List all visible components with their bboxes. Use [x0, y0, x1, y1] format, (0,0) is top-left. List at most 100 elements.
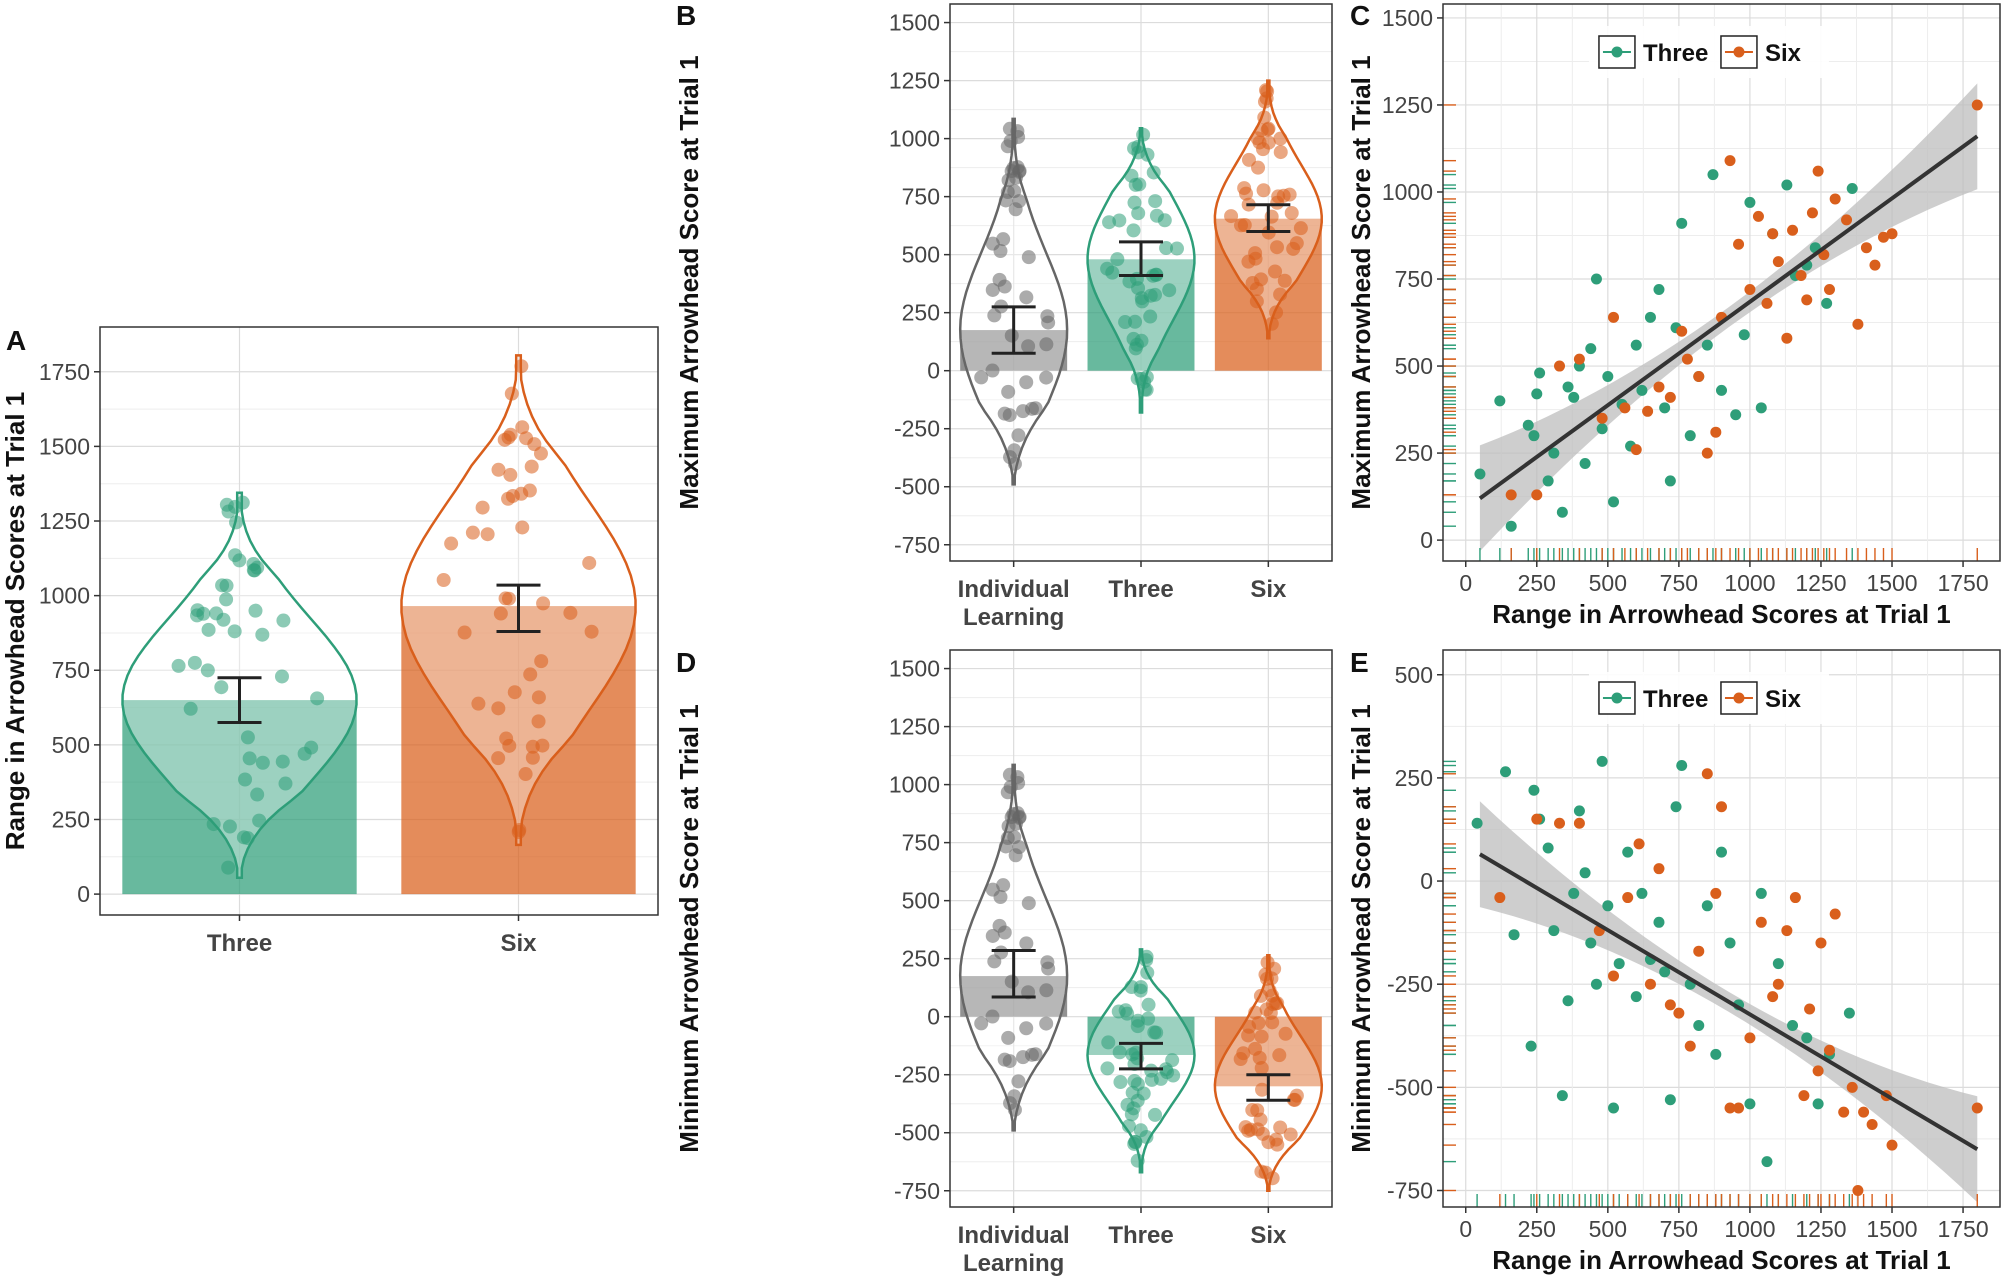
data-point [1273, 131, 1288, 146]
y-axis-title: Minimum Arrowhead Score at Trial 1 [1346, 704, 1376, 1152]
data-point [1021, 250, 1036, 265]
data-point [436, 572, 451, 587]
plot-border [949, 3, 1333, 562]
data-point [221, 860, 236, 875]
data-point [1273, 287, 1288, 302]
scatter-point-three [1568, 391, 1580, 403]
data-point [1169, 241, 1184, 256]
data-point [215, 578, 230, 593]
scatter-point-three [1590, 978, 1602, 990]
x-tick-label: 750 [1660, 570, 1698, 596]
data-point [1011, 428, 1026, 443]
data-point [987, 954, 1002, 969]
data-point [985, 363, 1000, 378]
data-point [1248, 1005, 1263, 1020]
y-axis-title: Minimum Arrowhead Score at Trial 1 [674, 704, 704, 1152]
y-tick-label: -750 [894, 532, 940, 558]
scatter-point-three [1500, 766, 1512, 778]
scatter-point-three [1846, 183, 1858, 195]
legend-key-point [1733, 46, 1745, 58]
scatter-point-six [1798, 1090, 1810, 1102]
data-point [1130, 337, 1145, 352]
scatter-point-three [1636, 887, 1648, 899]
data-point [1264, 209, 1279, 224]
legend-label-three: Three [1643, 40, 1708, 67]
data-point [1001, 384, 1016, 399]
data-point [533, 446, 548, 461]
scatter-point-three [1659, 402, 1671, 414]
x-tick-label: Individual [958, 1222, 1070, 1249]
y-tick-label: 1750 [39, 359, 90, 385]
x-tick-label: 1250 [1795, 1216, 1846, 1242]
scatter-point-six [1772, 256, 1784, 268]
scatter-point-three [1522, 419, 1534, 431]
scatter-point-three [1730, 409, 1742, 421]
y-tick-label: 500 [52, 732, 90, 758]
data-point [229, 515, 244, 530]
data-point [242, 751, 257, 766]
data-point [1254, 1029, 1269, 1044]
bar-three [122, 700, 357, 895]
data-point [1001, 1030, 1016, 1045]
scatter-point-three [1636, 384, 1648, 396]
scatter-point-three [1548, 447, 1560, 459]
data-point [1148, 194, 1163, 209]
panel-label-e: E [1350, 647, 1369, 678]
y-tick-label: 500 [902, 888, 940, 914]
panel-c: 0 250 500 750 1000 1250 1500 0 250 500 750 1000 1250… [1346, 3, 2001, 629]
data-point [1268, 264, 1283, 279]
data-point [201, 622, 216, 637]
data-point [222, 819, 237, 834]
scatter-point-six [1573, 817, 1585, 829]
data-point [1118, 1003, 1133, 1018]
scatter-point-six [1681, 353, 1693, 365]
data-point [1128, 1135, 1143, 1150]
data-point [985, 928, 1000, 943]
data-point [1004, 328, 1019, 343]
data-point [278, 776, 293, 791]
panel-a: Three Six 0 250 500 750 1000 1250 1500 1750 Range … [0, 326, 659, 957]
data-point [1127, 141, 1142, 156]
scatter-point-three [1608, 496, 1620, 508]
scatter-point-six [1573, 353, 1585, 365]
data-point [465, 525, 480, 540]
data-point [1127, 195, 1142, 210]
data-point [1273, 145, 1288, 160]
data-point [1007, 184, 1022, 199]
scatter-point-three [1801, 1032, 1813, 1044]
scatter-point-three [1701, 900, 1713, 912]
data-point [1016, 1050, 1031, 1065]
data-point [1131, 206, 1146, 221]
data-point [997, 279, 1012, 294]
data-point [1002, 1054, 1017, 1069]
legend: Three Six [1588, 672, 1829, 724]
y-tick-label: -250 [894, 416, 940, 442]
scatter-point-six [1653, 381, 1665, 393]
scatter-point-three [1585, 343, 1597, 355]
data-point [183, 701, 198, 716]
data-point [471, 696, 486, 711]
plot-border [1442, 649, 2001, 1208]
scatter-point-three [1772, 958, 1784, 970]
data-point [1126, 223, 1141, 238]
scatter-point-six [1676, 325, 1688, 337]
data-point [1105, 265, 1120, 280]
scatter-point-six [1789, 892, 1801, 904]
scatter-point-six [1787, 224, 1799, 236]
scatter-point-three [1531, 388, 1543, 400]
violin-individual-learning [958, 763, 1069, 1132]
data-point [1293, 221, 1308, 236]
data-point [1028, 401, 1043, 416]
scatter-point-three [1590, 273, 1602, 285]
data-point [1260, 122, 1275, 137]
data-point [515, 520, 530, 535]
data-point [1118, 315, 1133, 330]
scatter-point-three [1548, 925, 1560, 937]
data-point [248, 603, 263, 618]
y-tick-label: -250 [894, 1062, 940, 1088]
x-tick-label: Three [1108, 576, 1173, 603]
y-tick-label: 1500 [889, 656, 940, 682]
scatter-point-six [1829, 193, 1841, 205]
scatter-point-three [1716, 846, 1727, 858]
data-point [504, 386, 519, 401]
